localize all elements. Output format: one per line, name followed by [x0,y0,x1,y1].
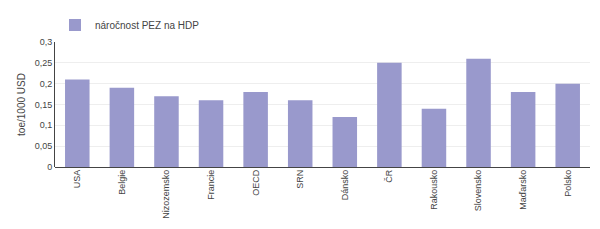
svg-text:Dánsko: Dánsko [340,170,350,201]
svg-text:Polsko: Polsko [563,170,573,197]
svg-text:0,2: 0,2 [40,79,53,89]
svg-text:Rakousko: Rakousko [429,170,439,210]
svg-text:0,25: 0,25 [35,58,53,68]
svg-text:Slovensko: Slovensko [473,170,483,212]
svg-text:náročnost PEZ na HDP: náročnost PEZ na HDP [95,20,199,31]
svg-text:toe/1000 USD: toe/1000 USD [16,73,27,136]
svg-text:0,1: 0,1 [40,120,53,130]
svg-text:Nizozemsko: Nizozemsko [161,170,171,219]
svg-text:ČR: ČR [384,169,394,182]
svg-text:SRN: SRN [295,170,305,189]
svg-text:0,15: 0,15 [35,100,53,110]
svg-text:0,3: 0,3 [40,37,53,47]
svg-text:Belgie: Belgie [117,170,127,195]
svg-text:Francie: Francie [206,170,216,200]
svg-text:0,05: 0,05 [35,141,53,151]
svg-text:USA: USA [72,170,82,189]
svg-text:0: 0 [47,162,52,172]
svg-text:Maďarsko: Maďarsko [518,170,528,210]
svg-text:OECD: OECD [251,169,261,196]
